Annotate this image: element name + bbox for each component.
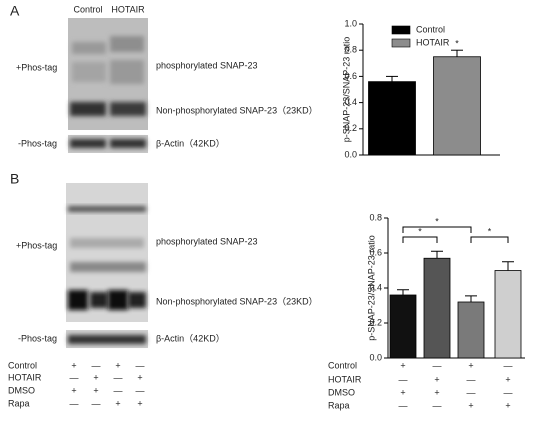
blot-label: +Phos-tag: [16, 240, 57, 250]
band-label: phosphorylated SNAP-23: [156, 60, 258, 70]
legend-swatch: [391, 25, 411, 35]
lane-label: HOTAIR: [111, 4, 145, 14]
panel-label: B: [10, 171, 19, 187]
condition-sign: +: [400, 360, 405, 370]
y-tick-label: 0.6: [344, 71, 357, 81]
condition-sign: +: [400, 387, 405, 397]
condition-sign: —: [504, 360, 513, 370]
significance-mark: *: [455, 39, 459, 49]
significance-mark: *: [488, 226, 492, 236]
y-tick-label: 0.8: [369, 212, 382, 222]
condition-sign: +: [137, 372, 142, 382]
condition-sign: —: [504, 387, 513, 397]
condition-sign: —: [433, 400, 442, 410]
band-label: β-Actin（42KD）: [156, 138, 225, 148]
condition-label: Rapa: [8, 398, 30, 408]
condition-sign: —: [92, 398, 101, 408]
y-tick-label: 0.6: [369, 247, 382, 257]
bar: [423, 257, 451, 359]
bar: [494, 270, 522, 359]
blot: [66, 183, 148, 348]
blot-label: +Phos-tag: [16, 62, 57, 72]
y-tick-label: 0.0: [369, 352, 382, 362]
condition-sign: —: [70, 372, 79, 382]
significance-bracket: [470, 236, 509, 243]
significance-mark: *: [418, 226, 422, 236]
legend-swatch: [391, 38, 411, 48]
condition-label: HOTAIR: [328, 374, 362, 384]
condition-sign: —: [467, 374, 476, 384]
condition-sign: +: [434, 387, 439, 397]
condition-sign: +: [71, 385, 76, 395]
bar: [389, 294, 417, 359]
blot-label: -Phos-tag: [18, 138, 57, 148]
condition-label: Control: [328, 360, 357, 370]
condition-sign: —: [399, 400, 408, 410]
blot-label: -Phos-tag: [18, 333, 57, 343]
significance-mark: *: [435, 216, 439, 226]
y-tick-label: 0.2: [344, 123, 357, 133]
condition-sign: +: [434, 374, 439, 384]
band-label: β-Actin（42KD）: [156, 333, 225, 343]
condition-sign: —: [433, 360, 442, 370]
significance-bracket: [402, 226, 472, 233]
condition-sign: +: [115, 398, 120, 408]
condition-sign: —: [399, 374, 408, 384]
condition-sign: +: [505, 400, 510, 410]
significance-bracket: [402, 236, 438, 243]
y-axis-label: p-SNAP-23/SNAP-23 ratio: [366, 235, 376, 341]
condition-sign: —: [70, 398, 79, 408]
y-tick-label: 0.0: [344, 149, 357, 159]
condition-label: DMSO: [328, 387, 355, 397]
blot: [68, 18, 148, 153]
band-label: phosphorylated SNAP-23: [156, 236, 258, 246]
condition-label: Rapa: [328, 400, 350, 410]
y-tick-label: 0.4: [344, 97, 357, 107]
condition-sign: —: [467, 387, 476, 397]
bar: [457, 301, 485, 359]
condition-sign: +: [115, 360, 120, 370]
condition-label: Control: [8, 360, 37, 370]
band-label: Non-phosphorylated SNAP-23（23KD）: [156, 296, 318, 306]
condition-sign: —: [136, 360, 145, 370]
y-tick-label: 0.4: [369, 282, 382, 292]
condition-sign: —: [114, 385, 123, 395]
bar: [433, 56, 481, 156]
panel-label: A: [10, 3, 20, 19]
condition-sign: +: [137, 398, 142, 408]
condition-sign: —: [114, 372, 123, 382]
condition-sign: —: [92, 360, 101, 370]
y-tick-label: 0.8: [344, 45, 357, 55]
condition-sign: +: [468, 400, 473, 410]
condition-sign: +: [93, 385, 98, 395]
band-label: Non-phosphorylated SNAP-23（23KD）: [156, 105, 318, 115]
condition-sign: +: [468, 360, 473, 370]
y-tick-label: 0.2: [369, 317, 382, 327]
condition-sign: +: [505, 374, 510, 384]
y-tick-label: 1.0: [344, 18, 357, 28]
condition-sign: +: [93, 372, 98, 382]
legend-label: HOTAIR: [416, 37, 450, 47]
y-axis-label: p-SNAP-23/SNAP-23 ratio: [341, 37, 351, 143]
bar: [368, 81, 416, 156]
condition-label: DMSO: [8, 385, 35, 395]
condition-sign: —: [136, 385, 145, 395]
condition-sign: +: [71, 360, 76, 370]
legend-label: Control: [416, 24, 445, 34]
lane-label: Control: [73, 4, 102, 14]
condition-label: HOTAIR: [8, 372, 42, 382]
